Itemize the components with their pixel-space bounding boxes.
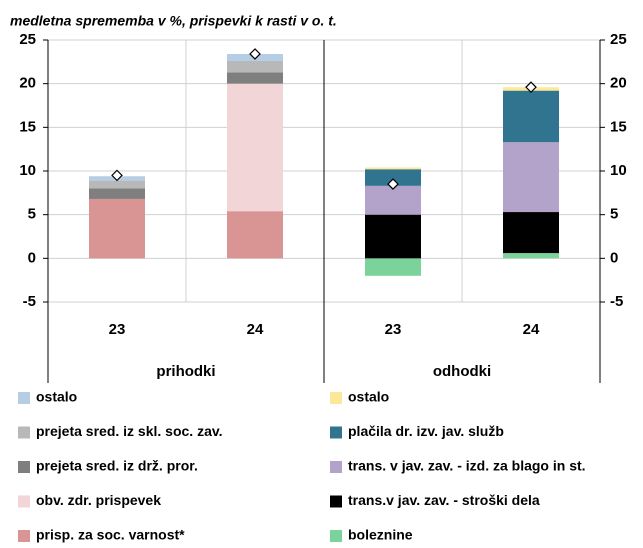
group-label: odhodki: [433, 363, 491, 380]
legend-label: prejeta sred. iz drž. pror.: [36, 458, 198, 474]
legend-label: prisp. za soc. varnost*: [36, 527, 185, 543]
total-marker: [249, 48, 261, 60]
y2-tick-label: 10: [610, 162, 627, 179]
bar-segment: [227, 60, 283, 73]
x-tick-label: 24: [247, 321, 264, 338]
y2-tick-label: -5: [610, 293, 623, 310]
y-tick-label: -5: [23, 293, 36, 310]
legend-label: ostalo: [36, 389, 77, 405]
y2-tick-label: 20: [610, 75, 627, 92]
x-tick-label: 23: [385, 321, 402, 338]
legend-swatch: [18, 461, 30, 473]
legend-swatch: [330, 495, 342, 508]
bar-segment: [227, 72, 283, 84]
legend-label: trans. v jav. zav. - izd. za blago in st…: [348, 458, 586, 474]
y-tick-label: 5: [28, 206, 36, 223]
y-tick-label: 15: [19, 118, 36, 135]
total-marker: [111, 169, 123, 182]
legend-label: boleznine: [348, 527, 413, 543]
bar-segment: [503, 90, 559, 143]
legend-swatch: [330, 426, 342, 439]
bar-segment: [503, 212, 559, 254]
y-tick-label: 20: [19, 75, 36, 92]
legend-swatch: [330, 461, 342, 473]
bar-segment: [227, 211, 283, 259]
legend-swatch: [18, 426, 30, 439]
bar-segment: [365, 258, 421, 276]
legend-swatch: [18, 495, 30, 508]
y-tick-label: 0: [28, 249, 36, 266]
y2-tick-label: 5: [610, 206, 618, 223]
legend-swatch: [18, 392, 30, 404]
legend-swatch: [330, 392, 342, 404]
total-marker: [387, 178, 399, 190]
y2-tick-label: 0: [610, 249, 618, 266]
legend-label: ostalo: [348, 389, 389, 405]
x-tick-label: 23: [109, 321, 126, 338]
bar-segment: [365, 169, 421, 186]
x-tick-label: 24: [523, 321, 540, 338]
bar-segment: [365, 185, 421, 215]
bar-segment: [89, 198, 145, 259]
legend-label: obv. zdr. prispevek: [36, 492, 161, 508]
bar-segment: [89, 188, 145, 199]
bar-segment: [365, 167, 421, 170]
bar-segment: [365, 214, 421, 259]
y-tick-label: 25: [19, 31, 36, 48]
group-label: prihodki: [156, 363, 215, 380]
bar-segment: [503, 142, 559, 213]
legend-label: trans.v jav. zav. - stroški dela: [348, 492, 540, 508]
legend-label: prejeta sred. iz skl. soc. zav.: [36, 423, 223, 439]
legend-swatch: [330, 530, 342, 542]
y2-tick-label: 15: [610, 118, 627, 135]
y-tick-label: 10: [19, 162, 36, 179]
bar-segment: [503, 253, 559, 259]
bar-segment: [89, 180, 145, 189]
legend-label: plačila dr. izv. jav. služb: [348, 423, 504, 439]
legend-swatch: [18, 530, 30, 542]
y2-tick-label: 25: [610, 31, 627, 48]
chart-subtitle: medletna sprememba v %, prispevki k rast…: [10, 13, 337, 29]
total-marker: [525, 81, 537, 94]
bar-segment: [227, 83, 283, 212]
